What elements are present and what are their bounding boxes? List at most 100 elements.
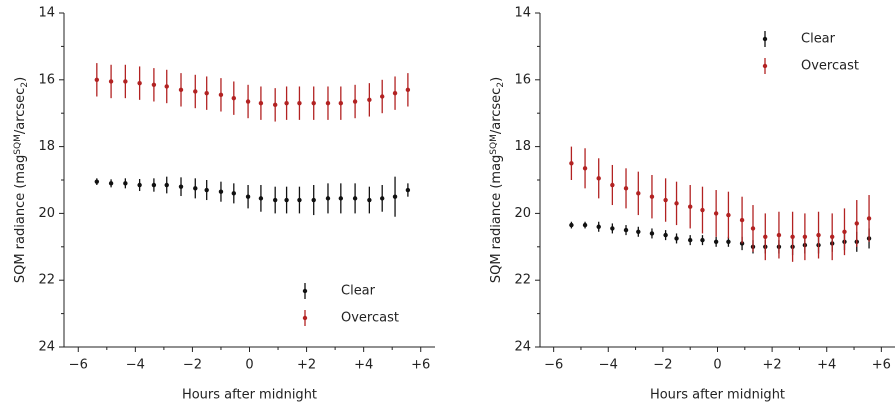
x-tick-label: +2: [763, 358, 782, 373]
x-tick-label: −6: [69, 358, 88, 373]
point: [392, 90, 398, 96]
point: [231, 191, 237, 196]
legend-label: Clear: [801, 32, 836, 47]
point: [842, 229, 847, 234]
point: [137, 182, 142, 188]
point: [123, 181, 128, 186]
y-axis-label-part: ): [13, 77, 28, 82]
y-tick-label: 24: [38, 340, 55, 355]
point: [750, 226, 756, 231]
y-axis-label-part: 2: [20, 82, 30, 88]
x-tick-label: +6: [411, 358, 430, 373]
y-tick-label: 24: [514, 340, 531, 355]
point: [687, 204, 693, 209]
point: [164, 84, 169, 89]
y-tick-label: 14: [38, 6, 55, 21]
point: [405, 187, 411, 193]
x-tick-label: −2: [183, 358, 202, 373]
point: [272, 102, 278, 108]
legend-label: Overcast: [341, 311, 399, 326]
point: [739, 217, 745, 223]
x-tick-label: −4: [126, 358, 145, 373]
point: [700, 207, 705, 213]
y-axis-label-part: /arcsec: [489, 88, 504, 134]
point: [763, 234, 768, 239]
point: [164, 182, 169, 188]
point: [776, 232, 782, 238]
x-tick-label: −4: [599, 358, 618, 373]
y-axis-label-part: SQM: [13, 134, 23, 155]
y-axis-label-part: /arcsec: [13, 88, 28, 134]
point: [218, 92, 224, 98]
point: [311, 197, 316, 203]
point: [231, 95, 237, 101]
point: [272, 197, 278, 203]
y-axis-label-part: 2: [496, 82, 506, 88]
point: [258, 100, 264, 106]
point: [623, 186, 629, 191]
point: [352, 99, 358, 104]
y-axis-label-part: SQM radiance (mag: [489, 155, 504, 283]
point: [610, 226, 615, 231]
x-tick-label: 0: [713, 358, 721, 373]
y-tick-label: 22: [514, 273, 531, 288]
point: [569, 222, 574, 228]
x-tick-label: +6: [872, 358, 891, 373]
point: [123, 79, 128, 84]
y-tick-label: 20: [38, 206, 55, 221]
x-tick-label: +2: [297, 358, 316, 373]
point: [649, 231, 655, 236]
point: [108, 181, 114, 186]
point: [325, 196, 331, 201]
legend-swatch-dot: [762, 36, 768, 42]
y-tick-label: 20: [514, 206, 531, 221]
point: [193, 186, 198, 191]
y-tick-label: 16: [38, 72, 55, 87]
y-axis-label-part: SQM: [489, 134, 499, 155]
x-tick-label: −2: [653, 358, 672, 373]
point: [569, 161, 574, 166]
point: [726, 212, 731, 218]
point: [297, 100, 302, 106]
point: [596, 224, 601, 229]
point: [582, 222, 588, 228]
point: [367, 97, 372, 103]
point: [623, 227, 629, 233]
point: [284, 197, 289, 203]
point: [674, 201, 679, 206]
x-tick-label: −6: [544, 358, 563, 373]
point: [674, 236, 679, 241]
point: [297, 197, 302, 203]
point: [392, 194, 398, 199]
point: [636, 191, 641, 196]
x-tick-label: +4: [354, 358, 373, 373]
point: [94, 179, 100, 184]
x-axis-label: Hours after midnight: [650, 388, 785, 403]
point: [582, 166, 588, 171]
point: [367, 197, 372, 203]
point: [687, 237, 693, 243]
point: [829, 234, 835, 239]
point: [649, 194, 655, 199]
point: [802, 234, 808, 239]
point: [218, 189, 224, 194]
y-axis-label: SQM radiance (magSQM/arcsec2): [489, 77, 506, 283]
y-tick-label: 14: [514, 6, 531, 21]
point: [338, 100, 344, 106]
legend-label: Overcast: [801, 59, 859, 74]
legend-swatch-dot: [302, 315, 308, 321]
point: [713, 211, 719, 216]
y-axis-label: SQM radiance (magSQM/arcsec2): [13, 77, 30, 283]
point: [816, 232, 821, 238]
y-tick-label: 18: [38, 139, 55, 154]
point: [700, 237, 705, 243]
point: [610, 182, 615, 188]
point: [663, 197, 668, 203]
legend-swatch-dot: [762, 63, 768, 69]
point: [713, 239, 719, 244]
point: [352, 196, 358, 201]
point: [245, 99, 251, 104]
point: [726, 239, 731, 244]
point: [258, 196, 264, 201]
